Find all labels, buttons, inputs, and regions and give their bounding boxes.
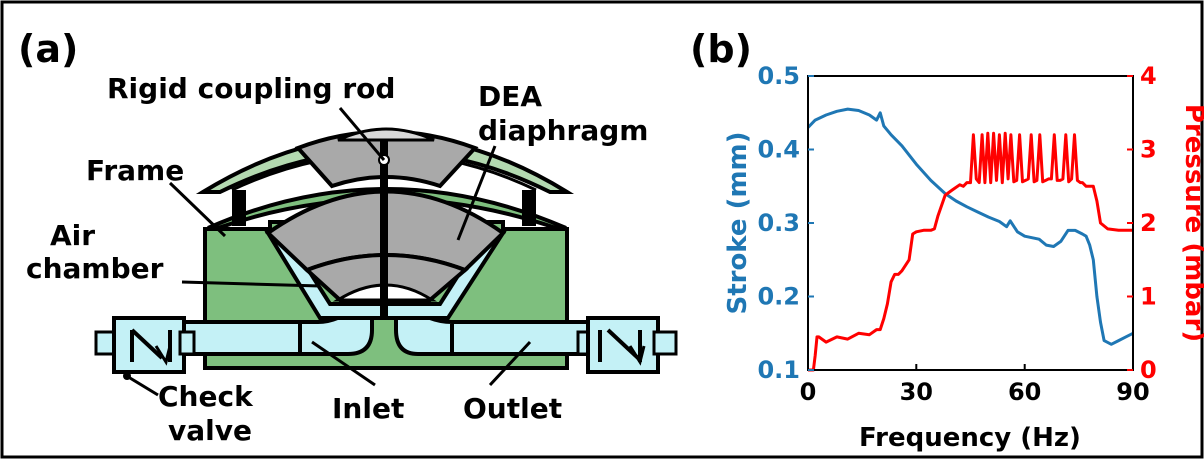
- label-outlet: Outlet: [463, 392, 562, 425]
- y-tick-0.1: 0.1: [757, 356, 800, 384]
- coupling-rod: [380, 140, 388, 316]
- label-valve: valve: [168, 414, 252, 447]
- panel-b-label: (b): [690, 27, 752, 71]
- y-tick-0.3: 0.3: [757, 209, 800, 237]
- stroke-series-line: [806, 107, 1134, 346]
- check-valve-right: [576, 316, 678, 374]
- x-tick-60: 60: [1008, 378, 1041, 406]
- label-check: Check: [158, 380, 254, 413]
- y-tick-marks: [808, 75, 814, 371]
- x-axis-label: Frequency (Hz): [859, 423, 1081, 453]
- y2-tick-4: 4: [1140, 62, 1157, 90]
- y-tick-0.4: 0.4: [757, 136, 800, 164]
- y2-tick-marks: [1127, 75, 1133, 371]
- check-valve-leader-dot: [123, 372, 131, 380]
- post-left: [232, 190, 246, 226]
- label-frame: Frame: [86, 154, 184, 187]
- y2-tick-1: 1: [1140, 283, 1157, 311]
- y2-tick-3: 3: [1140, 136, 1157, 164]
- leader-lines: [129, 107, 532, 397]
- y2-tick-2: 2: [1140, 209, 1157, 237]
- check-valve-left: [94, 316, 196, 374]
- label-rigid-coupling-rod: Rigid coupling rod: [107, 72, 395, 105]
- label-dea: DEA: [478, 80, 542, 113]
- pressure-series-line: [808, 131, 1133, 372]
- y-axis-label: Stroke (mm): [723, 131, 753, 314]
- label-chamber: chamber: [26, 252, 164, 285]
- x-tick-90: 90: [1116, 378, 1149, 406]
- label-air: Air: [50, 219, 95, 252]
- plot-series: [806, 107, 1134, 372]
- y-tick-0.2: 0.2: [757, 283, 800, 311]
- panel-a-label: (a): [18, 27, 78, 71]
- y2-axis-label: Pressure (mbar): [1179, 104, 1204, 342]
- panel-b: (b) 0 30 60 90 Frequency (Hz) 0.1 0.2 0.…: [690, 27, 1204, 453]
- post-right: [522, 190, 536, 226]
- x-tick-30: 30: [900, 378, 933, 406]
- y-tick-0.5: 0.5: [757, 62, 800, 90]
- y2-tick-0: 0: [1140, 356, 1157, 384]
- panel-a: (a): [18, 27, 678, 447]
- x-tick-0: 0: [800, 378, 817, 406]
- label-inlet: Inlet: [332, 392, 404, 425]
- label-diaphragm: diaphragm: [478, 114, 648, 147]
